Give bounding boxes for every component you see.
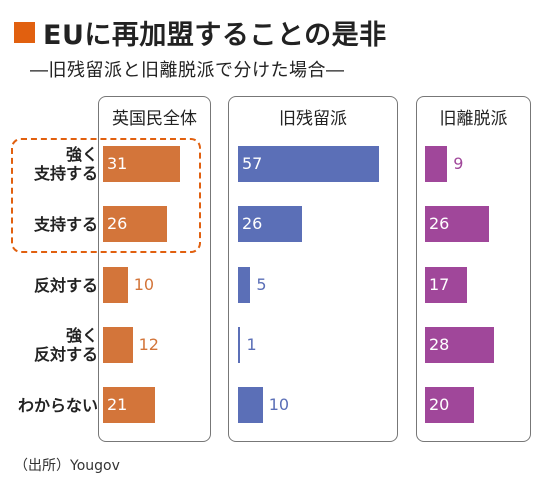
panel-header-3: 旧離脱派 bbox=[439, 109, 508, 129]
value-label-3-1: 9 bbox=[453, 154, 464, 173]
chart-subtitle: ―旧残留派と旧離脱派で分けた場合― bbox=[30, 60, 345, 81]
panel-header-1: 英国民全体 bbox=[112, 109, 197, 129]
category-label-line: 強く bbox=[65, 326, 98, 345]
bar-2-2 bbox=[238, 206, 303, 242]
category-label-2: 支持する bbox=[34, 215, 98, 234]
bar-2-1 bbox=[238, 146, 379, 182]
value-label-1-3: 10 bbox=[133, 275, 155, 294]
value-label-3-2: 26 bbox=[429, 214, 450, 233]
bar-1-4 bbox=[103, 327, 133, 363]
panel-header-2: 旧残留派 bbox=[279, 109, 347, 129]
bar-1-5 bbox=[103, 387, 155, 423]
bar-2-3 bbox=[238, 267, 251, 303]
panel-3 bbox=[416, 96, 531, 442]
chart-title: EUに再加盟することの是非 bbox=[43, 20, 387, 51]
value-label-1-4: 12 bbox=[138, 335, 159, 354]
value-label-3-5: 20 bbox=[429, 395, 450, 414]
source-note: （出所）Yougov bbox=[14, 458, 120, 474]
bar-3-4 bbox=[425, 327, 495, 363]
title-square-icon bbox=[14, 22, 35, 43]
category-label-1: 強く 支持する bbox=[34, 145, 98, 183]
value-label-2-3: 5 bbox=[256, 275, 267, 294]
bar-1-1 bbox=[103, 146, 180, 182]
category-label-line: 強く bbox=[65, 145, 98, 164]
value-label-3-3: 17 bbox=[429, 275, 450, 294]
bar-1-3 bbox=[103, 267, 128, 303]
panel-1 bbox=[98, 96, 211, 442]
bar-3-2 bbox=[425, 206, 490, 242]
category-label-line: わからない bbox=[17, 395, 98, 415]
panel-2 bbox=[228, 96, 398, 442]
bar-2-5 bbox=[238, 387, 263, 423]
category-label-5: わからない bbox=[18, 396, 98, 415]
value-label-2-1: 57 bbox=[242, 154, 263, 173]
highlight-box bbox=[11, 138, 201, 253]
value-label-3-4: 28 bbox=[429, 335, 450, 354]
category-label-line: 支持する bbox=[33, 214, 98, 234]
bar-1-2 bbox=[103, 206, 168, 242]
value-label-2-5: 10 bbox=[268, 395, 290, 414]
bar-3-3 bbox=[425, 267, 467, 303]
category-label-line: 反対する bbox=[33, 345, 98, 364]
value-label-1-5: 21 bbox=[107, 395, 128, 414]
value-label-1-2: 26 bbox=[107, 214, 128, 233]
bar-3-1 bbox=[425, 146, 448, 182]
category-label-line: 反対する bbox=[33, 275, 98, 295]
bar-2-4 bbox=[238, 327, 241, 363]
category-label-line: 支持する bbox=[33, 164, 98, 183]
value-label-2-2: 26 bbox=[242, 214, 263, 233]
category-label-3: 反対する bbox=[34, 276, 98, 295]
value-label-2-4: 1 bbox=[246, 335, 257, 354]
value-label-1-1: 31 bbox=[107, 154, 128, 173]
bar-3-5 bbox=[425, 387, 475, 423]
category-label-4: 強く 反対する bbox=[34, 326, 98, 364]
